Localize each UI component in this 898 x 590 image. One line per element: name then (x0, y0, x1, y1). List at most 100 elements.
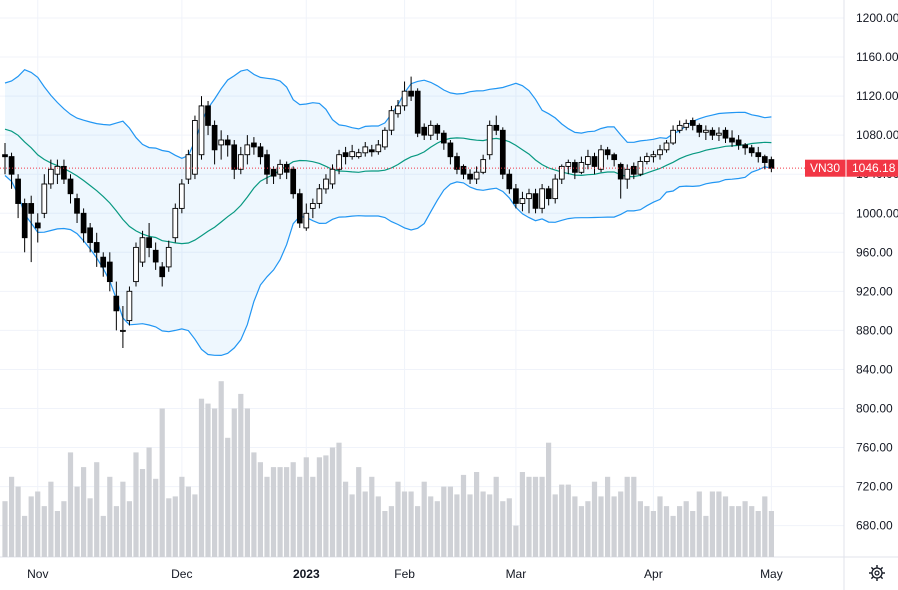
candle (172, 203, 179, 243)
candlesticks[interactable] (2, 76, 775, 348)
volume-bar (683, 501, 689, 557)
candle-body-down (61, 165, 67, 180)
volume-bar (205, 403, 211, 557)
candle (499, 127, 506, 180)
time-axis[interactable]: Nov Dec 2023 Feb Mar Apr May (27, 567, 783, 581)
volume-bar (454, 494, 460, 557)
candle (604, 146, 611, 160)
candle-body-down (283, 163, 290, 173)
candle (342, 146, 349, 165)
candle-body-down (421, 126, 428, 136)
candle-body-down (408, 90, 414, 97)
candle-body-up (716, 132, 722, 136)
candle (742, 143, 749, 155)
candle (224, 135, 231, 157)
volume-bar (238, 393, 244, 557)
candle (349, 144, 356, 160)
symbol-label: VN30 (810, 161, 840, 175)
volume-bar (172, 496, 178, 557)
candle-body-up (565, 162, 572, 167)
volume-bar (428, 496, 434, 557)
candle (414, 88, 421, 138)
volume-bar (74, 486, 80, 557)
candle (644, 152, 650, 165)
candle-body-down (454, 156, 460, 170)
candle (421, 123, 428, 140)
candle-body-down (28, 203, 35, 214)
candle-body-down (296, 193, 303, 224)
volume-bar (474, 472, 480, 557)
symbol-price-tag: VN30 1046.18 (805, 159, 898, 177)
candle (15, 174, 21, 219)
candle (290, 166, 297, 199)
y-tick-label: 880.00 (856, 323, 893, 337)
volume-bar (67, 452, 74, 557)
candle (670, 125, 676, 145)
volume-bar (703, 515, 709, 557)
volume-bar (218, 381, 224, 557)
volume-bar (565, 484, 571, 557)
candle-body-up (401, 90, 408, 107)
candle (532, 188, 539, 214)
volume-bar (126, 501, 132, 557)
candle-body-up (172, 207, 179, 239)
candle-body-down (709, 129, 716, 136)
volume-bar (487, 494, 493, 557)
candle (578, 156, 585, 175)
candle-body-down (152, 249, 159, 263)
candle-body-up (120, 329, 126, 332)
volume-bar (605, 476, 611, 557)
volume-bar (670, 515, 676, 557)
volume-bar (310, 476, 316, 557)
candle (558, 164, 565, 184)
candle (113, 281, 120, 331)
volume-bar (22, 515, 28, 557)
volume-bar (179, 476, 185, 557)
candle-body-up (133, 246, 139, 283)
volume-bar (539, 476, 545, 557)
candle (355, 148, 362, 159)
candle (375, 140, 382, 155)
candle (264, 149, 270, 184)
volume-bar (677, 506, 683, 557)
candle-body-up (644, 156, 650, 162)
candle (506, 169, 513, 194)
volume-bar (749, 506, 755, 557)
candle-body-down (447, 142, 454, 158)
candle (729, 130, 735, 147)
y-tick-label: 920.00 (856, 284, 893, 298)
candle-body-up (192, 120, 198, 175)
candle (552, 174, 559, 204)
candle (198, 96, 205, 160)
candle (323, 174, 329, 194)
volume-bar (736, 506, 742, 557)
candle (591, 152, 598, 175)
candle-body-down (8, 156, 15, 175)
price-axis[interactable]: 1200.001160.001120.001080.001040.001000.… (856, 11, 898, 533)
candle-body-up (244, 144, 251, 156)
y-tick-label: 1160.00 (856, 50, 898, 64)
candle-body-down (630, 165, 637, 175)
volume-bars (2, 381, 774, 557)
volume-bar (631, 476, 637, 557)
candle (513, 184, 519, 209)
volume-bar (323, 455, 329, 557)
candle-body-down (617, 163, 624, 180)
candle-body-down (270, 168, 277, 177)
candle (408, 76, 414, 101)
volume-bar (441, 486, 447, 557)
candle-body-up (336, 154, 342, 170)
volume-bar (650, 511, 656, 557)
volume-bar (755, 511, 761, 557)
candle-body-up (670, 129, 676, 144)
settings-gear-icon[interactable] (869, 565, 885, 581)
y-tick-label: 800.00 (856, 402, 893, 416)
candle (585, 149, 591, 170)
candle (761, 154, 768, 170)
candle (395, 100, 401, 118)
volume-bar (9, 476, 15, 557)
candle (696, 123, 703, 138)
candle (303, 203, 310, 231)
candle-body-up (526, 193, 532, 200)
